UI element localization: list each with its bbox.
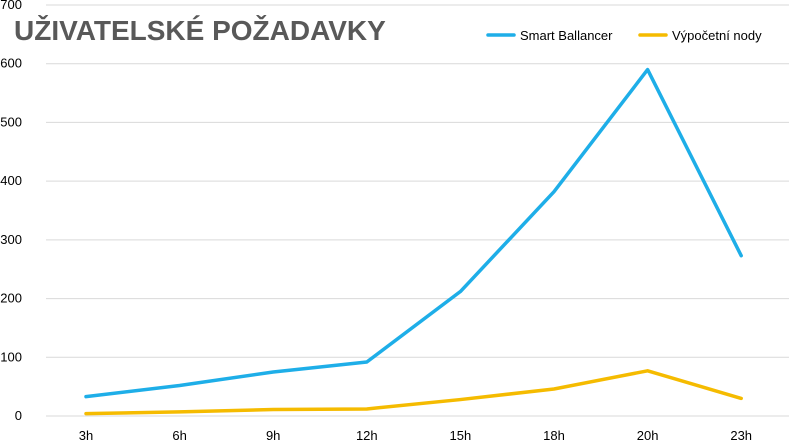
x-tick-label: 15h xyxy=(450,428,472,441)
series-line-vypocetni-nody xyxy=(84,369,743,416)
series-line-smart-ballancer xyxy=(84,67,743,399)
legend: Smart Ballancer Výpočetní nody xyxy=(486,28,762,43)
x-tick-label: 6h xyxy=(172,428,186,441)
y-tick-label: 700 xyxy=(0,0,22,12)
x-tick-label: 9h xyxy=(266,428,280,441)
x-tick-label: 23h xyxy=(730,428,752,441)
y-axis-ticks: 0 100 200 300 400 500 600 700 xyxy=(0,0,22,423)
legend-label-vypocetni-nody: Výpočetní nody xyxy=(672,28,762,43)
x-axis-ticks: 3h 6h 9h 12h 15h 18h 20h 23h xyxy=(79,428,752,441)
y-tick-label: 200 xyxy=(0,291,22,306)
y-tick-label: 600 xyxy=(0,56,22,71)
legend-label-smart-ballancer: Smart Ballancer xyxy=(520,28,613,43)
series-lines xyxy=(84,67,743,416)
y-tick-label: 0 xyxy=(15,408,22,423)
y-tick-label: 500 xyxy=(0,114,22,129)
x-tick-label: 18h xyxy=(543,428,565,441)
y-tick-label: 400 xyxy=(0,173,22,188)
y-tick-label: 100 xyxy=(0,349,22,364)
gridlines xyxy=(46,4,789,417)
y-tick-label: 300 xyxy=(0,232,22,247)
x-tick-label: 20h xyxy=(637,428,659,441)
x-tick-label: 12h xyxy=(356,428,378,441)
chart-title: UŽIVATELSKÉ POŽADAVKY xyxy=(14,15,386,46)
x-tick-label: 3h xyxy=(79,428,93,441)
